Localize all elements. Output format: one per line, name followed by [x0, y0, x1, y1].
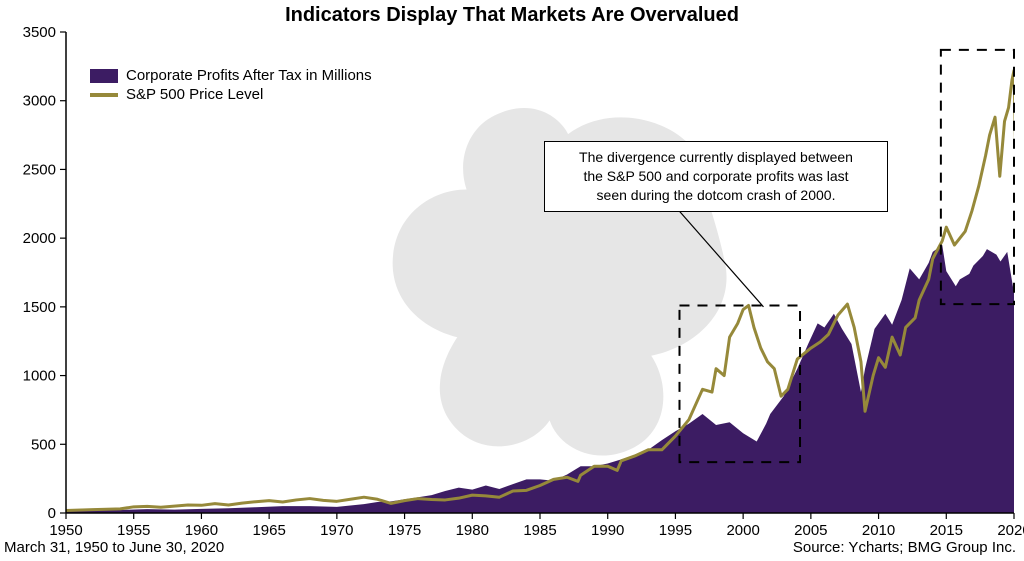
- legend-label-profits: Corporate Profits After Tax in Millions: [126, 67, 372, 84]
- x-tick-label: 1975: [388, 522, 421, 539]
- y-tick-label: 3500: [23, 24, 56, 41]
- x-tick-label: 1985: [523, 522, 556, 539]
- legend-swatch-area: [90, 69, 118, 83]
- y-tick-label: 2500: [23, 161, 56, 178]
- y-tick-label: 2000: [23, 230, 56, 247]
- x-tick-label: 2010: [862, 522, 895, 539]
- footer-date-range: March 31, 1950 to June 30, 2020: [4, 539, 224, 556]
- x-tick-label: 2020: [997, 522, 1024, 539]
- y-tick-label: 3000: [23, 93, 56, 110]
- legend-label-sp500: S&P 500 Price Level: [126, 86, 263, 103]
- y-tick-label: 1500: [23, 299, 56, 316]
- x-tick-label: 1960: [185, 522, 218, 539]
- x-tick-label: 1955: [117, 522, 150, 539]
- x-tick-label: 2015: [930, 522, 963, 539]
- annotation-text: The divergence currently displayed betwe…: [579, 149, 853, 203]
- legend-swatch-line: [90, 93, 118, 97]
- callout-leader: [679, 211, 763, 307]
- legend-item-sp500: S&P 500 Price Level: [90, 86, 372, 103]
- x-tick-label: 2000: [726, 522, 759, 539]
- x-tick-label: 2005: [794, 522, 827, 539]
- x-tick-label: 1965: [252, 522, 285, 539]
- x-tick-label: 1995: [659, 522, 692, 539]
- y-tick-label: 0: [48, 505, 56, 522]
- legend-item-profits: Corporate Profits After Tax in Millions: [90, 67, 372, 84]
- annotation-callout: The divergence currently displayed betwe…: [544, 141, 888, 212]
- x-tick-label: 1970: [320, 522, 353, 539]
- x-tick-label: 1950: [49, 522, 82, 539]
- x-tick-label: 1990: [591, 522, 624, 539]
- legend: Corporate Profits After Tax in Millions …: [90, 65, 372, 105]
- y-tick-label: 500: [31, 436, 56, 453]
- x-tick-label: 1980: [456, 522, 489, 539]
- footer-source: Source: Ycharts; BMG Group Inc.: [793, 539, 1016, 556]
- y-tick-label: 1000: [23, 368, 56, 385]
